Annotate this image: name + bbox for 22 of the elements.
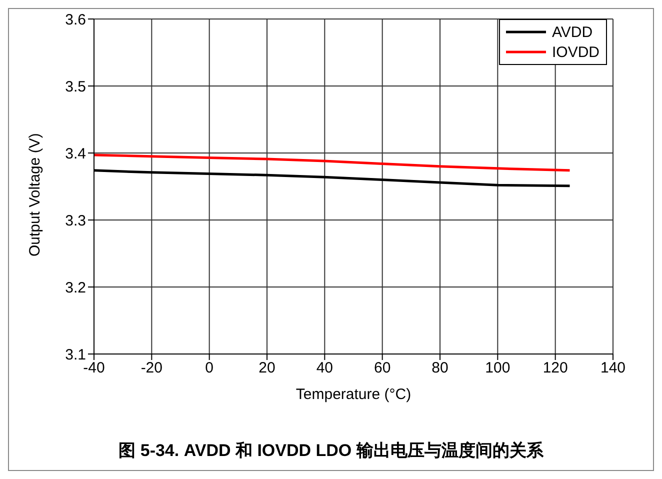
x-tick-label: 60 — [374, 360, 391, 377]
caption: 图 5-34. AVDD 和 IOVDD LDO 输出电压与温度间的关系 — [118, 440, 544, 462]
x-axis-title: Temperature (°C) — [296, 386, 412, 403]
x-tick-label: 80 — [432, 360, 448, 377]
x-tick-label: -40 — [83, 360, 105, 377]
y-tick-label: 3.2 — [65, 279, 86, 296]
legend-label: IOVDD — [552, 44, 600, 60]
x-tick-label: 20 — [258, 360, 276, 377]
x-tick-label: 100 — [485, 360, 510, 377]
x-tick-label: 0 — [205, 360, 214, 377]
y-tick-label: 3.4 — [65, 145, 86, 162]
legend-label: AVDD — [552, 24, 593, 40]
x-tick-label: -20 — [140, 360, 163, 377]
y-tick-label: 3.1 — [65, 346, 86, 364]
line-series — [94, 154, 571, 172]
y-tick-label: 3.6 — [65, 11, 86, 28]
x-tick-label: 120 — [542, 360, 568, 377]
y-tick-label: 3.3 — [65, 212, 86, 230]
x-tick-label: 40 — [316, 360, 334, 377]
y-axis-title: Output Voltage (V) — [26, 133, 44, 256]
x-tick-label: 140 — [600, 360, 626, 377]
y-tick-label: 3.5 — [65, 78, 86, 96]
